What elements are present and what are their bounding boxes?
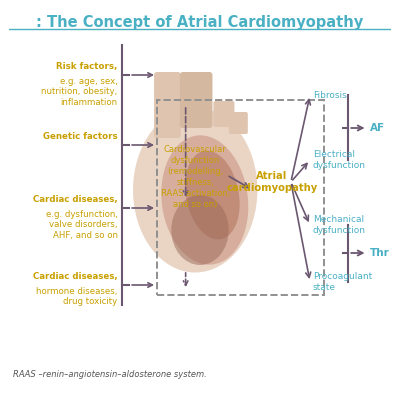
- Text: Fibrosis: Fibrosis: [313, 90, 347, 100]
- Text: Thr: Thr: [370, 248, 390, 258]
- FancyBboxPatch shape: [213, 101, 234, 127]
- Text: Risk factors,: Risk factors,: [56, 62, 118, 71]
- Text: Atrial
cardiomyopathy: Atrial cardiomyopathy: [226, 171, 317, 193]
- Ellipse shape: [185, 151, 240, 239]
- FancyBboxPatch shape: [180, 72, 212, 128]
- Text: : The Concept of Atrial Cardiomyopathy: : The Concept of Atrial Cardiomyopathy: [36, 15, 364, 30]
- Text: hormone diseases,
drug toxicity: hormone diseases, drug toxicity: [36, 287, 118, 306]
- FancyBboxPatch shape: [154, 72, 181, 138]
- Ellipse shape: [133, 108, 258, 272]
- Text: Genetic factors: Genetic factors: [43, 132, 118, 141]
- Text: Procoagulant
state: Procoagulant state: [313, 272, 372, 292]
- Text: Electrical
dysfunction: Electrical dysfunction: [313, 150, 366, 170]
- Bar: [157, 100, 324, 295]
- Text: Cardiovascular
dysfunction
(remodelling,
stiffness,
RAAS activation,
and so on): Cardiovascular dysfunction (remodelling,…: [160, 145, 230, 210]
- Text: Cardiac diseases,: Cardiac diseases,: [33, 195, 118, 204]
- Text: Mechanical
dysfunction: Mechanical dysfunction: [313, 215, 366, 235]
- FancyBboxPatch shape: [229, 112, 248, 134]
- Text: AF: AF: [370, 123, 386, 133]
- Text: Cardiac diseases,: Cardiac diseases,: [33, 272, 118, 281]
- Ellipse shape: [171, 195, 229, 265]
- Text: e.g. age, sex,
nutrition, obesity,
inflammation: e.g. age, sex, nutrition, obesity, infla…: [42, 77, 118, 107]
- Text: RAAS –renin–angiotensin–aldosterone system.: RAAS –renin–angiotensin–aldosterone syst…: [14, 370, 207, 379]
- Text: e.g. dysfunction,
valve disorders,
AHF, and so on: e.g. dysfunction, valve disorders, AHF, …: [46, 210, 118, 240]
- Ellipse shape: [161, 135, 248, 265]
